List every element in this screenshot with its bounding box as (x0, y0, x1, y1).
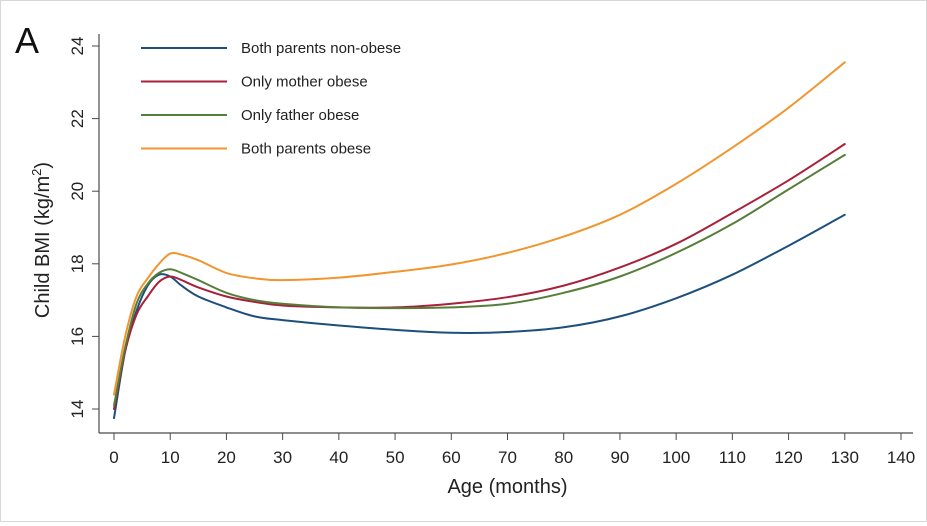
y-tick-label: 22 (68, 109, 87, 128)
x-tick-label: 120 (774, 448, 802, 467)
y-tick-label: 14 (68, 400, 87, 419)
y-axis-title: Child BMI (kg/m2) (29, 162, 54, 318)
x-tick-label: 20 (217, 448, 236, 467)
legend-label-3: Only father obese (241, 107, 359, 124)
x-tick-label: 0 (109, 448, 118, 467)
series-layer (113, 61, 846, 420)
y-tick-label: 24 (68, 37, 87, 56)
legend-label-4: Both parents obese (241, 141, 371, 158)
x-tick-label: 110 (719, 448, 746, 467)
panel-label: A (15, 20, 39, 61)
x-tick-label: 10 (161, 448, 180, 467)
y-axis-title-superscript: 2 (29, 169, 44, 176)
x-tick-label: 130 (831, 448, 859, 467)
legend: Both parents non-obese Only mother obese O… (141, 40, 401, 158)
x-tick-label: 140 (887, 448, 915, 467)
x-axis-title: Age (months) (447, 476, 567, 498)
x-tick-label: 50 (386, 448, 405, 467)
x-tick-label: 60 (442, 448, 461, 467)
y-tick-label: 16 (68, 327, 87, 346)
x-tick-label: 70 (498, 448, 517, 467)
y-axis-title-main: Child BMI (kg/m (32, 176, 54, 318)
legend-label-2: Only mother obese (241, 74, 368, 91)
series-line-4 (113, 61, 846, 396)
x-tick-label: 80 (554, 448, 573, 467)
x-tick-label: 30 (273, 448, 292, 467)
series-line-2 (113, 143, 846, 410)
series-line-1 (113, 213, 846, 420)
axes (98, 34, 913, 434)
y-tick-label: 20 (68, 182, 87, 201)
x-tick-label: 40 (329, 448, 348, 467)
y-axis-title-close: ) (32, 162, 54, 169)
y-tick-label: 18 (68, 254, 87, 273)
legend-label-1: Both parents non-obese (241, 40, 401, 57)
series-line-3 (113, 153, 846, 407)
x-tick-label: 90 (610, 448, 629, 467)
y-ticks: 14 16 18 20 22 24 (68, 37, 99, 419)
x-tick-label: 100 (662, 448, 690, 467)
x-ticks: 0 10 20 30 40 50 60 70 80 90 100 110 120 130 140 (109, 433, 915, 467)
